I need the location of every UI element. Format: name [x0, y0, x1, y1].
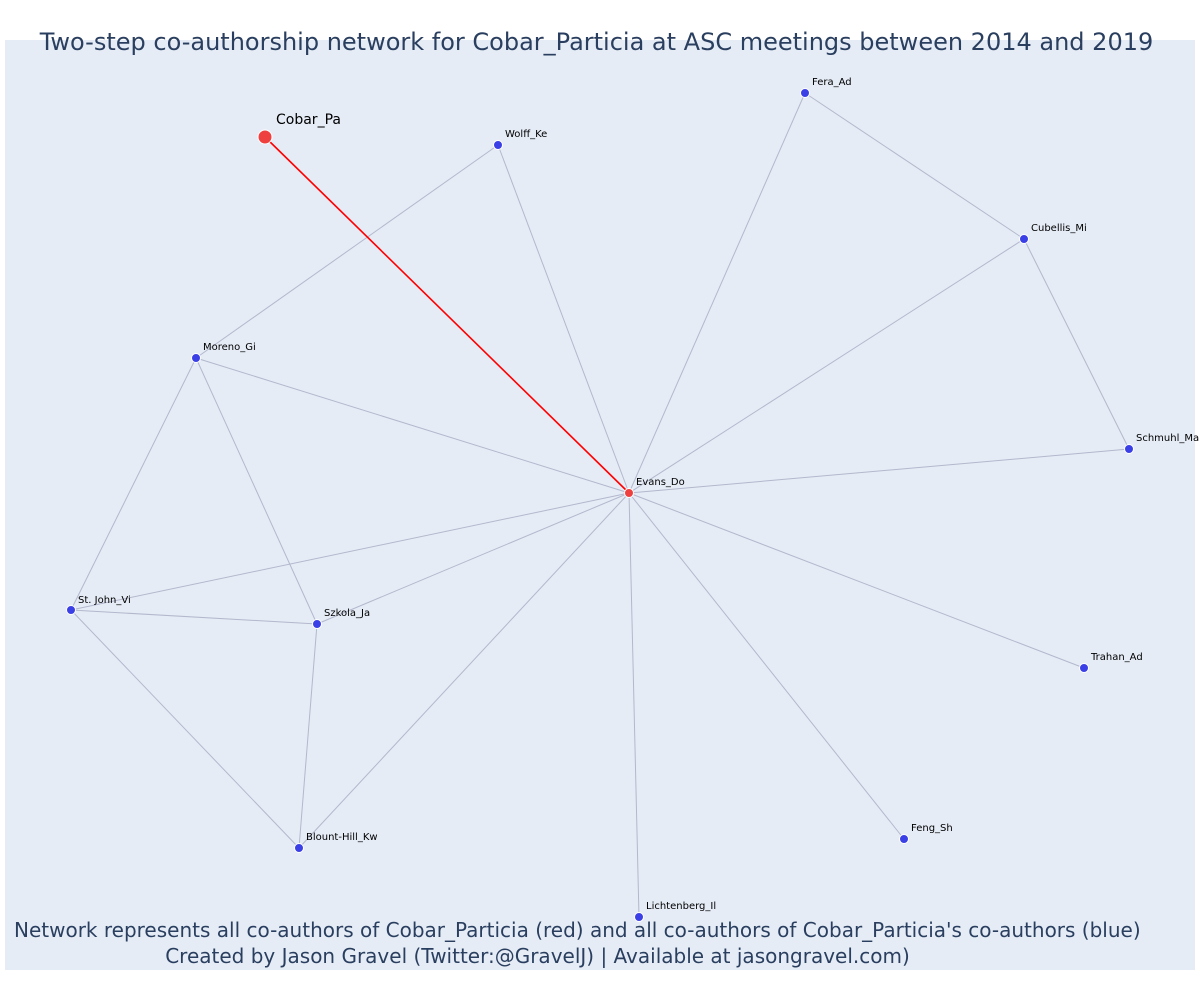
- edge-evans-do-fera-ad: [628, 92, 806, 494]
- node-label: Cobar_Pa: [276, 112, 341, 128]
- edge-evans-do-moreno-gi: [195, 357, 630, 494]
- node-schmuhl-ma[interactable]: Schmuhl_Ma: [1124, 433, 1200, 454]
- edge-evans-do-schmuhl-ma: [628, 448, 1130, 494]
- node-st-john-vi[interactable]: St. John_Vi: [66, 595, 131, 615]
- node-marker[interactable]: [634, 912, 644, 922]
- node-marker[interactable]: [66, 605, 76, 615]
- node-fera-ad[interactable]: Fera_Ad: [800, 77, 852, 98]
- edge-cobar-pa-evans-do: [264, 136, 630, 494]
- edge-evans-do-wolff-ke: [497, 144, 630, 494]
- edge-evans-do-st-john-vi: [70, 492, 630, 611]
- node-marker[interactable]: [1124, 444, 1134, 454]
- node-marker[interactable]: [312, 619, 322, 629]
- node-label: Blount-Hill_Kw: [306, 832, 378, 843]
- node-label: Wolff_Ke: [505, 129, 547, 140]
- node-blount-hill-kw[interactable]: Blount-Hill_Kw: [294, 832, 378, 853]
- edge-wolff-ke-moreno-gi: [195, 144, 499, 359]
- edge-layer: [70, 92, 1130, 918]
- node-marker[interactable]: [624, 488, 634, 498]
- node-marker[interactable]: [257, 129, 273, 145]
- node-label: Trahan_Ad: [1090, 652, 1143, 663]
- node-moreno-gi[interactable]: Moreno_Gi: [191, 342, 256, 363]
- node-marker[interactable]: [1079, 663, 1089, 673]
- node-label: Evans_Do: [636, 477, 685, 488]
- node-label: Feng_Sh: [911, 823, 953, 834]
- node-marker[interactable]: [1019, 234, 1029, 244]
- node-marker[interactable]: [191, 353, 201, 363]
- edge-evans-do-feng-sh: [628, 492, 905, 840]
- node-label: St. John_Vi: [78, 595, 131, 606]
- node-wolff-ke[interactable]: Wolff_Ke: [493, 129, 548, 150]
- edge-moreno-gi-szkola-ja: [195, 357, 318, 625]
- node-evans-do[interactable]: Evans_Do: [624, 477, 685, 498]
- edge-evans-do-szkola-ja: [316, 492, 630, 625]
- node-label: Moreno_Gi: [203, 342, 256, 353]
- node-marker[interactable]: [493, 140, 503, 150]
- node-feng-sh[interactable]: Feng_Sh: [899, 823, 953, 844]
- chart-title: Two-step co-authorship network for Cobar…: [39, 28, 1154, 56]
- node-label: Fera_Ad: [812, 77, 852, 88]
- edge-evans-do-lichtenberg-il: [628, 492, 640, 918]
- caption-description: Network represents all co-authors of Cob…: [14, 918, 1141, 942]
- edge-st-john-vi-szkola-ja: [70, 609, 318, 625]
- edge-evans-do-blount-hill-kw: [298, 492, 630, 849]
- edge-moreno-gi-st-john-vi: [70, 357, 197, 611]
- node-label: Lichtenberg_Il: [646, 901, 716, 912]
- node-marker[interactable]: [294, 843, 304, 853]
- edge-cubellis-mi-schmuhl-ma: [1023, 238, 1130, 450]
- edge-szkola-ja-blount-hill-kw: [298, 623, 318, 849]
- node-cobar-pa[interactable]: Cobar_Pa: [257, 112, 341, 145]
- node-layer: Cobar_Pa Evans_Do Wolff_Ke Fera_Ad Cubellis_…: [66, 77, 1200, 922]
- node-szkola-ja[interactable]: Szkola_Ja: [312, 608, 371, 629]
- edge-evans-do-trahan-ad: [628, 492, 1085, 669]
- node-marker[interactable]: [800, 88, 810, 98]
- node-marker[interactable]: [899, 834, 909, 844]
- node-label: Szkola_Ja: [324, 608, 370, 619]
- edge-evans-do-cubellis-mi: [628, 238, 1025, 494]
- node-lichtenberg-il[interactable]: Lichtenberg_Il: [634, 901, 717, 922]
- node-trahan-ad[interactable]: Trahan_Ad: [1079, 652, 1143, 673]
- node-cubellis-mi[interactable]: Cubellis_Mi: [1019, 223, 1087, 244]
- caption-credit: Created by Jason Gravel (Twitter:@Gravel…: [165, 944, 910, 968]
- edge-st-john-vi-blount-hill-kw: [70, 609, 300, 849]
- node-label: Schmuhl_Ma: [1136, 433, 1199, 444]
- edge-fera-ad-cubellis-mi: [804, 92, 1025, 240]
- node-label: Cubellis_Mi: [1031, 223, 1087, 234]
